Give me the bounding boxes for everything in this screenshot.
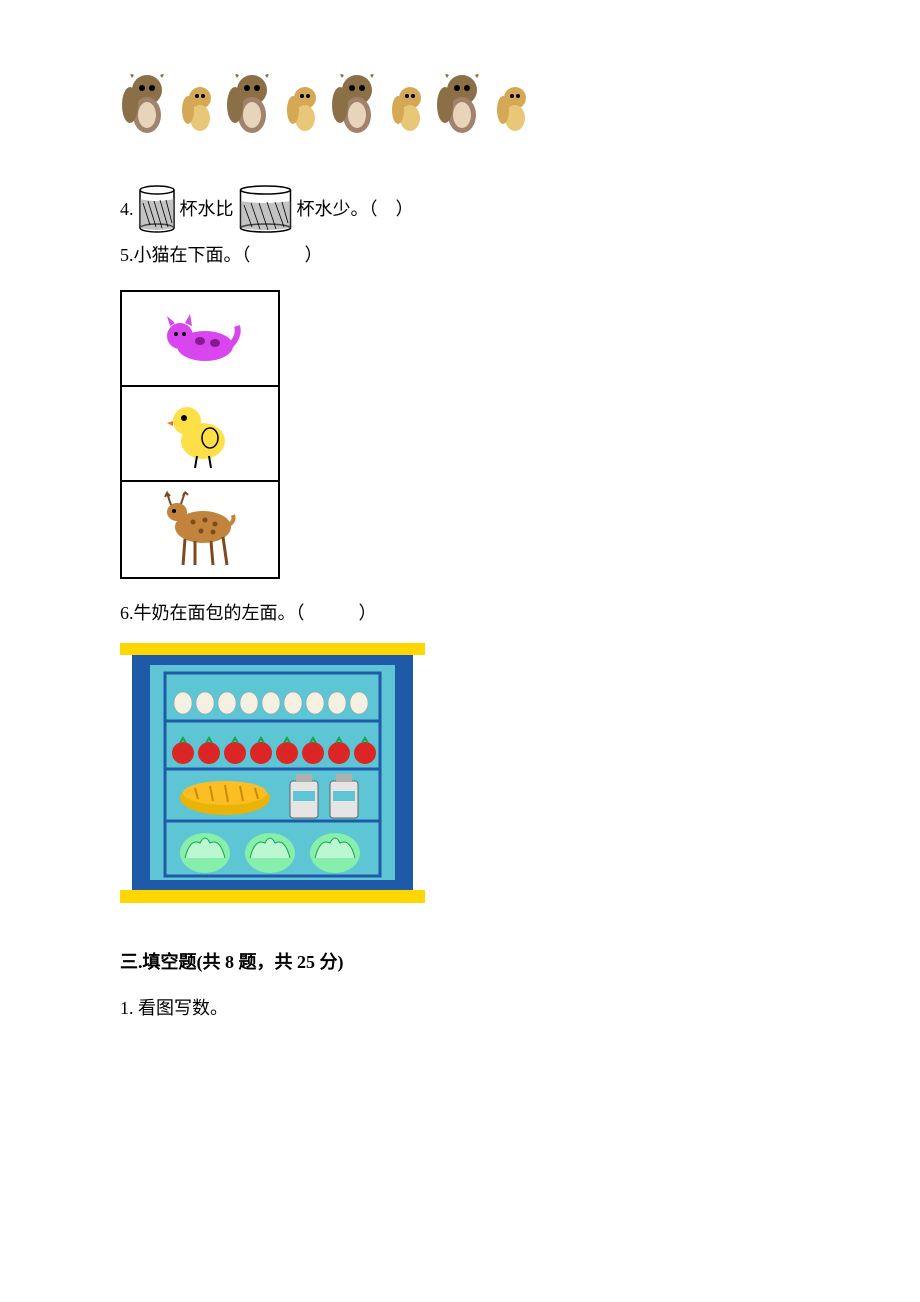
cup-small-icon xyxy=(138,185,176,233)
shelf-icon xyxy=(120,643,425,903)
grid-cell-cat xyxy=(122,292,278,387)
squirrel-big-icon xyxy=(435,70,490,135)
question-number: 5. xyxy=(120,241,134,270)
question-text: 小猫在下面。（ ） xyxy=(134,241,323,270)
squirrel-small-icon xyxy=(495,80,535,135)
grid-cell-chick xyxy=(122,387,278,482)
grid-cell-deer xyxy=(122,482,278,577)
squirrel-big-icon xyxy=(120,70,175,135)
squirrel-big-icon xyxy=(330,70,385,135)
squirrel-small-icon xyxy=(180,80,220,135)
section-3-title: 三.填空题(共 8 题，共 25 分) xyxy=(120,948,800,974)
squirrel-small-icon xyxy=(285,80,325,135)
section-title-text: 三.填空题(共 8 题，共 25 分) xyxy=(120,952,344,972)
question-text: 看图写数。 xyxy=(138,998,228,1018)
question-5: 5. 小猫在下面。（ ） xyxy=(120,241,800,270)
deer-icon xyxy=(153,487,248,572)
animal-position-grid xyxy=(120,290,280,579)
question-number: 1. xyxy=(120,998,134,1018)
chick-icon xyxy=(165,396,235,471)
question-text: 杯水比 xyxy=(180,195,234,224)
question-3-1: 1. 看图写数。 xyxy=(120,994,800,1020)
squirrel-big-icon xyxy=(225,70,280,135)
cat-icon xyxy=(155,311,245,366)
question-4: 4. 杯水比 杯水少。（ ） xyxy=(120,185,800,233)
cup-large-icon xyxy=(238,185,293,233)
fridge-shelf-diagram xyxy=(120,643,425,908)
question-number: 6. xyxy=(120,599,134,628)
question-6: 6. 牛奶在面包的左面。（ ） xyxy=(120,599,800,628)
squirrel-image-row xyxy=(120,70,800,135)
question-number: 4. xyxy=(120,195,134,224)
question-text: 牛奶在面包的左面。（ ） xyxy=(134,599,377,628)
squirrel-small-icon xyxy=(390,80,430,135)
question-text: 杯水少。（ ） xyxy=(297,195,414,224)
